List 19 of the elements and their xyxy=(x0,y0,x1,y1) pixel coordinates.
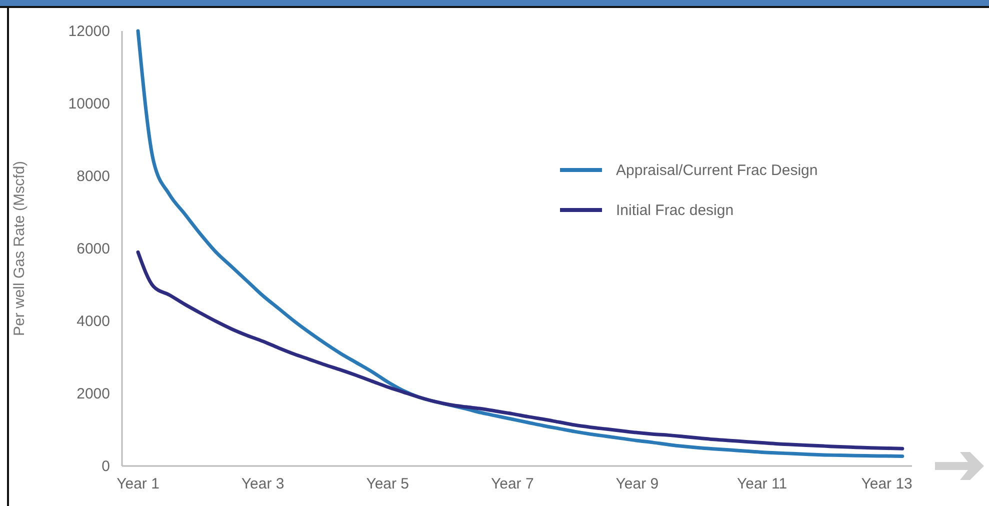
y-tick-label: 12000 xyxy=(68,22,110,40)
x-tick-label: Year 3 xyxy=(241,476,284,493)
y-tick-label: 2000 xyxy=(76,385,110,402)
legend-label: Appraisal/Current Frac Design xyxy=(616,162,818,179)
y-tick-label: 4000 xyxy=(76,312,110,330)
line-series xyxy=(136,29,904,458)
y-tick-label: 10000 xyxy=(68,95,110,112)
line-series xyxy=(136,250,904,450)
x-tick-label: Year 5 xyxy=(366,476,410,493)
x-tick-label: Year 13 xyxy=(861,476,912,493)
x-tick-label: Year 7 xyxy=(490,476,534,493)
y-tick-label: 8000 xyxy=(76,168,110,185)
x-tick-label: Year 9 xyxy=(616,476,659,493)
y-axis-title: Per well Gas Rate (Mscfd) xyxy=(11,160,28,336)
y-tick-label: 0 xyxy=(102,458,110,475)
x-tick-label: Year 1 xyxy=(116,476,160,493)
y-tick-label: 6000 xyxy=(76,240,110,258)
x-tick-label: Year 11 xyxy=(736,476,788,493)
legend-label: Initial Frac design xyxy=(616,202,734,219)
